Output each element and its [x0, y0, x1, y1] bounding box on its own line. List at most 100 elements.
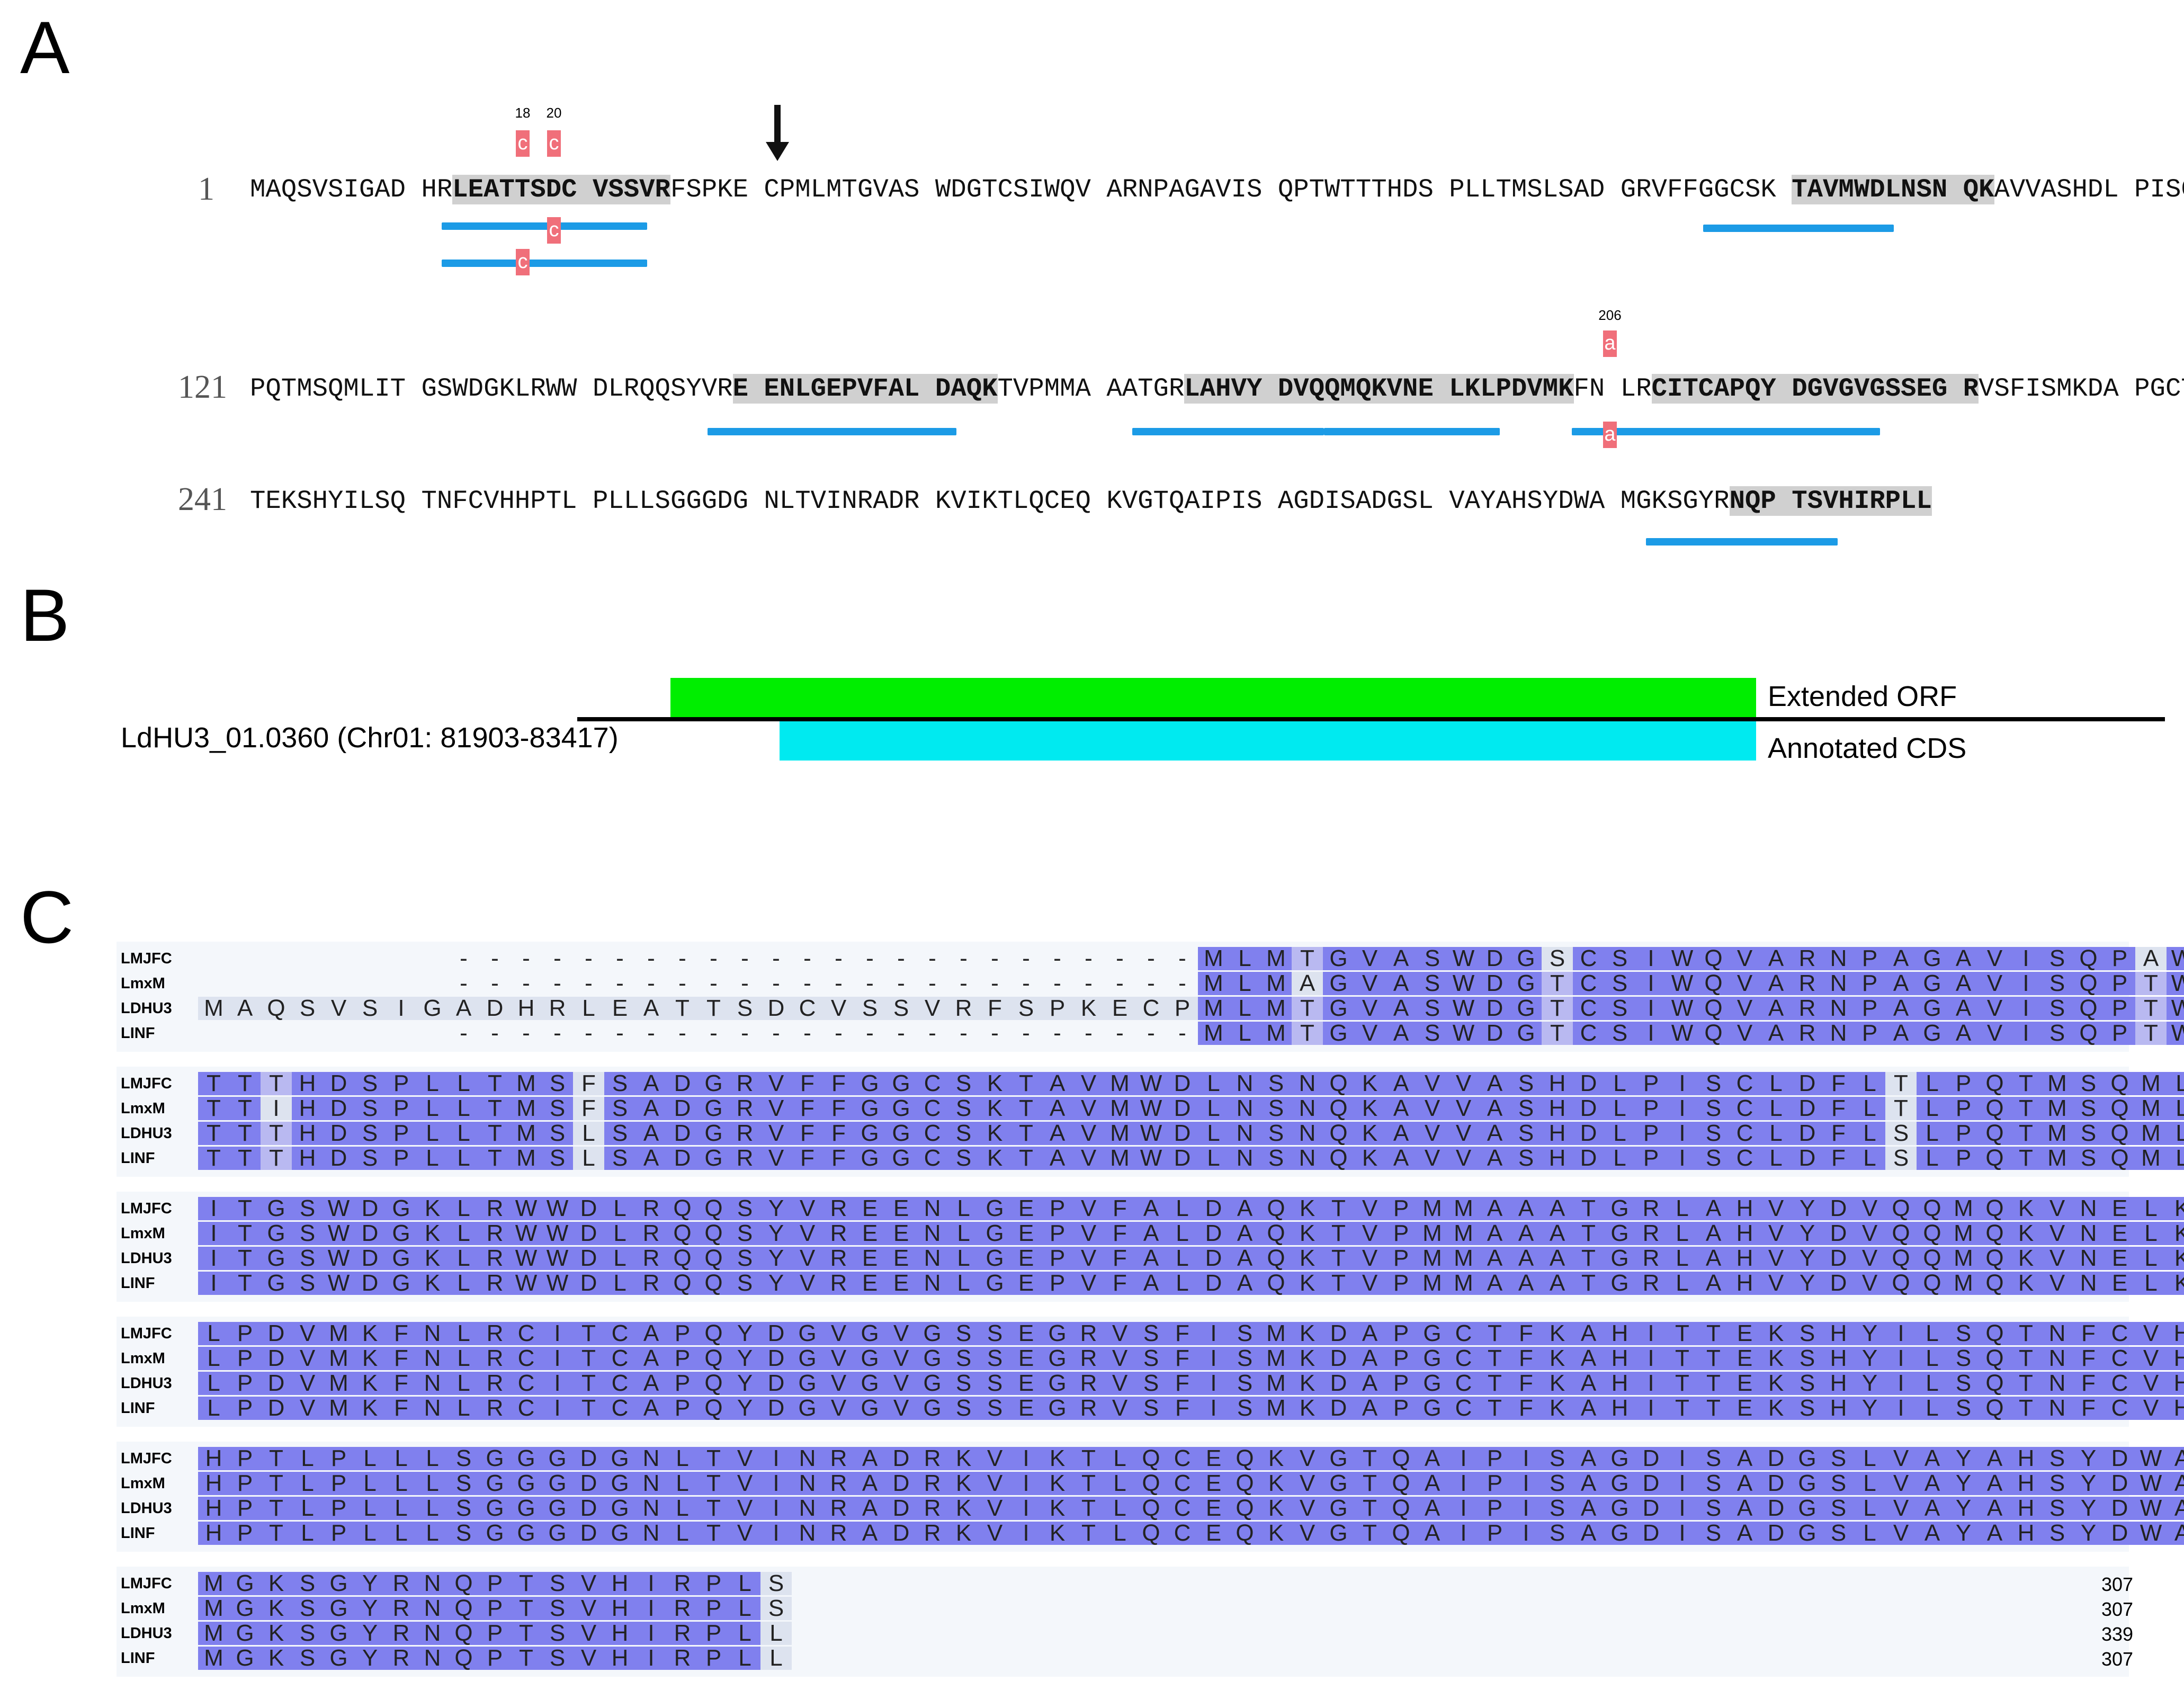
residue: D [1167, 1122, 1198, 1145]
sequence-segment: MAQSVSIGAD [250, 175, 406, 204]
residue: Q [667, 1197, 698, 1220]
residue: Q [2073, 947, 2104, 970]
residue: M [1417, 1247, 1448, 1270]
residue: S [1948, 1397, 1979, 1420]
residue: L [386, 1447, 417, 1470]
residue: Q [448, 1647, 479, 1670]
residue: M [198, 1572, 229, 1595]
residue: Y [729, 1347, 760, 1370]
residue: Y [2073, 1497, 2104, 1520]
residue: P [1385, 1222, 1417, 1245]
residue: A [1229, 1272, 1260, 1295]
residue: R [1792, 972, 1823, 995]
residue: P [1042, 997, 1073, 1020]
sequence-segment: ARNPAGAVIS [1106, 175, 1263, 204]
residue: H [2010, 1447, 2042, 1470]
residue: N [635, 1522, 667, 1545]
residue: V [573, 1597, 604, 1620]
residue: V [1073, 1097, 1104, 1120]
residue: R [1792, 947, 1823, 970]
residue: Q [2104, 1097, 2135, 1120]
residue: L [417, 1147, 448, 1170]
residue: D [1167, 1072, 1198, 1095]
residue: S [729, 1197, 760, 1220]
residue: W [323, 1222, 354, 1245]
residue: P [229, 1497, 261, 1520]
residue: P [1854, 997, 1885, 1020]
residue: L [448, 1347, 479, 1370]
residue: S [1885, 1122, 1917, 1145]
residue: S [1260, 1097, 1292, 1120]
residue: Q [698, 1347, 729, 1370]
residue: V [1073, 1272, 1104, 1295]
residue: K [1292, 1272, 1323, 1295]
residue: K [1292, 1222, 1323, 1245]
residue: N [2073, 1272, 2104, 1295]
residue: C [1729, 1072, 1760, 1095]
residue: L [386, 1497, 417, 1520]
sequence-segment: CPMLMTGVAS [764, 175, 920, 204]
residue: - [1053, 1020, 1061, 1046]
residue: F [573, 1072, 604, 1095]
residue: Q [1385, 1447, 1417, 1470]
line-start-number: 121 [178, 369, 227, 405]
residue: L [604, 1222, 635, 1245]
protein-sequence-line: PQTMSQMLIT GSWDGKLRWW DLRQQSYVRE ENLGEPV… [250, 374, 2184, 404]
residue: G [542, 1447, 573, 1470]
residue: E [854, 1222, 885, 1245]
residue: R [479, 1272, 511, 1295]
extended-orf-label: Extended ORF [1768, 681, 1957, 712]
residue: H [2167, 1372, 2184, 1395]
residue: W [1667, 947, 1698, 970]
residue: V [573, 1622, 604, 1645]
residue: I [635, 1647, 667, 1670]
residue: L [448, 1122, 479, 1145]
residue: D [760, 997, 792, 1020]
residue: S [948, 1097, 979, 1120]
residue: K [261, 1622, 292, 1645]
residue: K [948, 1522, 979, 1545]
residue: F [792, 1072, 823, 1095]
residue: - [960, 945, 968, 971]
residue: G [386, 1222, 417, 1245]
residue: S [1542, 1497, 1573, 1520]
residue: A [1917, 1497, 1948, 1520]
residue: P [698, 1647, 729, 1670]
residue: A [1479, 1147, 1510, 1170]
sequence-segment: VSFISMKDA [1979, 374, 2119, 404]
residue: G [979, 1272, 1010, 1295]
residue: G [792, 1347, 823, 1370]
residue: S [448, 1522, 479, 1545]
residue: V [1417, 1097, 1448, 1120]
residue: I [760, 1447, 792, 1470]
residue: A [1979, 1472, 2010, 1495]
residue: L [948, 1197, 979, 1220]
residue: Y [2073, 1447, 2104, 1470]
residue: L [1854, 1072, 1885, 1095]
residue: A [1135, 1272, 1167, 1295]
residue: T [198, 1147, 229, 1170]
residue: P [667, 1347, 698, 1370]
residue: P [1385, 1247, 1417, 1270]
residue: T [1354, 1522, 1385, 1545]
residue: T [667, 997, 698, 1020]
residue: N [2073, 1247, 2104, 1270]
residue: Y [760, 1247, 792, 1270]
residue: K [2010, 1272, 2042, 1295]
residue: M [1417, 1197, 1448, 1220]
residue: C [792, 997, 823, 1020]
residue: T [479, 1147, 511, 1170]
residue: V [792, 1222, 823, 1245]
residue: A [1542, 1222, 1573, 1245]
residue: G [698, 1097, 729, 1120]
residue: K [2010, 1197, 2042, 1220]
residue: N [1229, 1122, 1260, 1145]
residue: T [698, 1522, 729, 1545]
residue: V [885, 1372, 917, 1395]
residue: L [1854, 1447, 1885, 1470]
residue: R [386, 1622, 417, 1645]
residue: E [604, 997, 635, 1020]
residue: T [1073, 1472, 1104, 1495]
residue: I [1885, 1397, 1917, 1420]
residue: Q [1698, 1022, 1729, 1045]
